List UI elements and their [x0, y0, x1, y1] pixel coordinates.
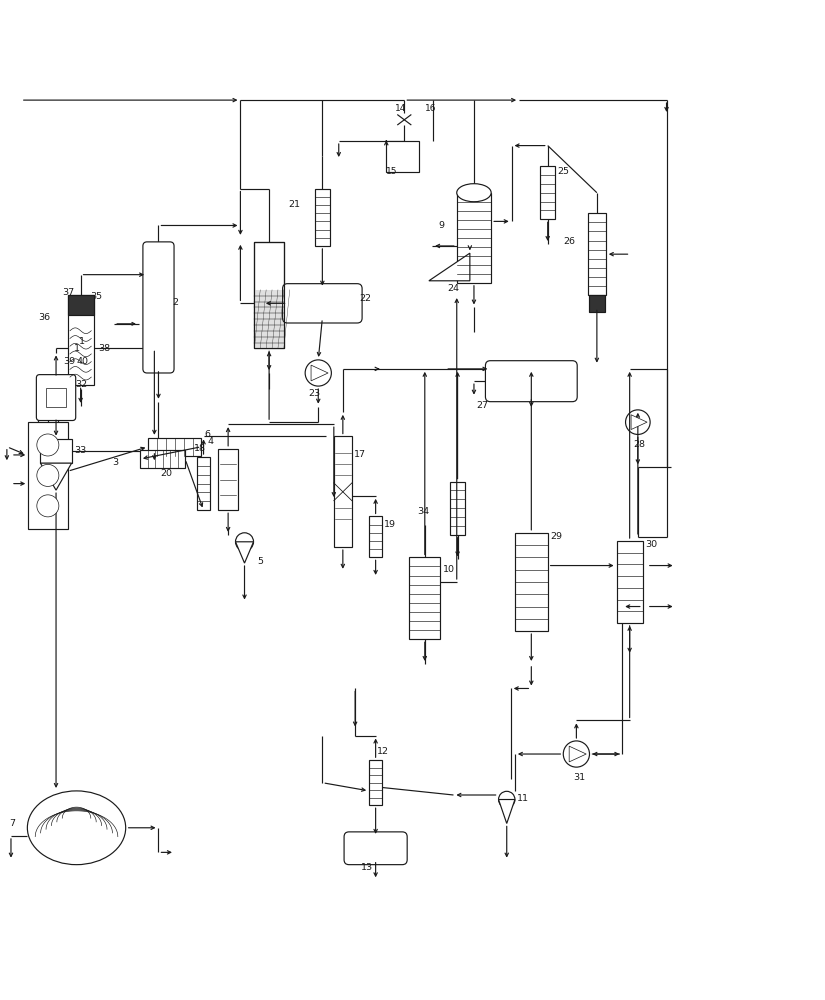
FancyBboxPatch shape — [344, 832, 408, 865]
Bar — [254, 242, 284, 348]
Text: 37: 37 — [63, 288, 75, 297]
Text: 11: 11 — [517, 794, 530, 803]
Text: 7: 7 — [9, 819, 15, 828]
Bar — [40, 439, 72, 463]
Text: 20: 20 — [161, 469, 172, 478]
Bar — [219, 449, 238, 510]
FancyBboxPatch shape — [283, 284, 362, 323]
Text: 27: 27 — [476, 401, 488, 410]
Text: 9: 9 — [438, 221, 445, 230]
Text: 28: 28 — [634, 440, 645, 449]
Bar — [370, 516, 382, 557]
Circle shape — [37, 464, 59, 486]
Text: 22: 22 — [360, 294, 371, 303]
Text: 6: 6 — [204, 430, 210, 439]
Bar — [457, 193, 491, 283]
Text: 36: 36 — [38, 313, 50, 322]
Text: 1: 1 — [78, 337, 84, 346]
Polygon shape — [311, 365, 328, 381]
Text: 17: 17 — [354, 450, 366, 459]
FancyBboxPatch shape — [36, 375, 76, 421]
Bar — [588, 213, 606, 295]
Circle shape — [37, 434, 59, 456]
Bar — [540, 166, 555, 219]
FancyBboxPatch shape — [143, 242, 174, 373]
Circle shape — [563, 741, 590, 767]
Bar — [334, 436, 351, 547]
Circle shape — [37, 495, 59, 517]
Text: 3: 3 — [112, 458, 119, 467]
Text: 1: 1 — [73, 344, 79, 353]
Bar — [369, 760, 382, 805]
Text: 21: 21 — [288, 200, 300, 209]
Polygon shape — [631, 415, 647, 430]
Text: 39: 39 — [64, 357, 76, 366]
Bar — [46, 388, 66, 407]
Text: 12: 12 — [377, 747, 389, 756]
Text: 18: 18 — [193, 444, 205, 453]
Text: 16: 16 — [425, 104, 436, 113]
Text: 8: 8 — [286, 286, 292, 295]
Text: 31: 31 — [573, 773, 585, 782]
Text: 26: 26 — [563, 237, 576, 246]
Text: 13: 13 — [361, 863, 374, 872]
Circle shape — [235, 533, 253, 551]
Text: 10: 10 — [443, 565, 455, 574]
Text: 24: 24 — [447, 284, 460, 293]
Text: 38: 38 — [98, 344, 110, 353]
Text: 32: 32 — [75, 380, 87, 389]
Text: 14: 14 — [394, 104, 406, 113]
Bar — [315, 189, 330, 246]
Polygon shape — [429, 253, 470, 281]
Bar — [68, 295, 94, 315]
Text: 29: 29 — [550, 532, 562, 541]
Polygon shape — [40, 463, 72, 490]
Bar — [148, 438, 201, 456]
Polygon shape — [235, 542, 253, 563]
Text: 25: 25 — [558, 167, 569, 176]
Bar — [28, 422, 68, 529]
Polygon shape — [498, 800, 515, 823]
Text: 34: 34 — [417, 507, 429, 516]
Text: 23: 23 — [308, 389, 320, 398]
Bar — [515, 533, 548, 631]
Bar — [409, 557, 441, 639]
Text: 35: 35 — [91, 292, 102, 301]
Bar — [68, 295, 94, 385]
Bar — [386, 141, 419, 172]
Text: 5: 5 — [257, 557, 263, 566]
Ellipse shape — [457, 184, 491, 202]
Circle shape — [625, 410, 650, 434]
Bar — [589, 295, 605, 312]
Ellipse shape — [27, 791, 125, 865]
Text: 15: 15 — [386, 166, 398, 176]
Bar — [254, 242, 284, 348]
Bar — [616, 541, 643, 623]
Bar — [254, 290, 284, 348]
Bar — [450, 482, 465, 535]
Bar — [140, 450, 185, 468]
Text: 2: 2 — [172, 298, 178, 307]
Circle shape — [305, 360, 332, 386]
Text: 33: 33 — [74, 446, 87, 455]
Bar — [197, 457, 210, 510]
FancyBboxPatch shape — [485, 361, 578, 402]
Text: 40: 40 — [77, 357, 88, 366]
Text: 4: 4 — [208, 437, 214, 446]
Circle shape — [498, 791, 515, 808]
Polygon shape — [569, 746, 587, 762]
Text: 30: 30 — [645, 540, 658, 549]
Text: 19: 19 — [384, 520, 396, 529]
